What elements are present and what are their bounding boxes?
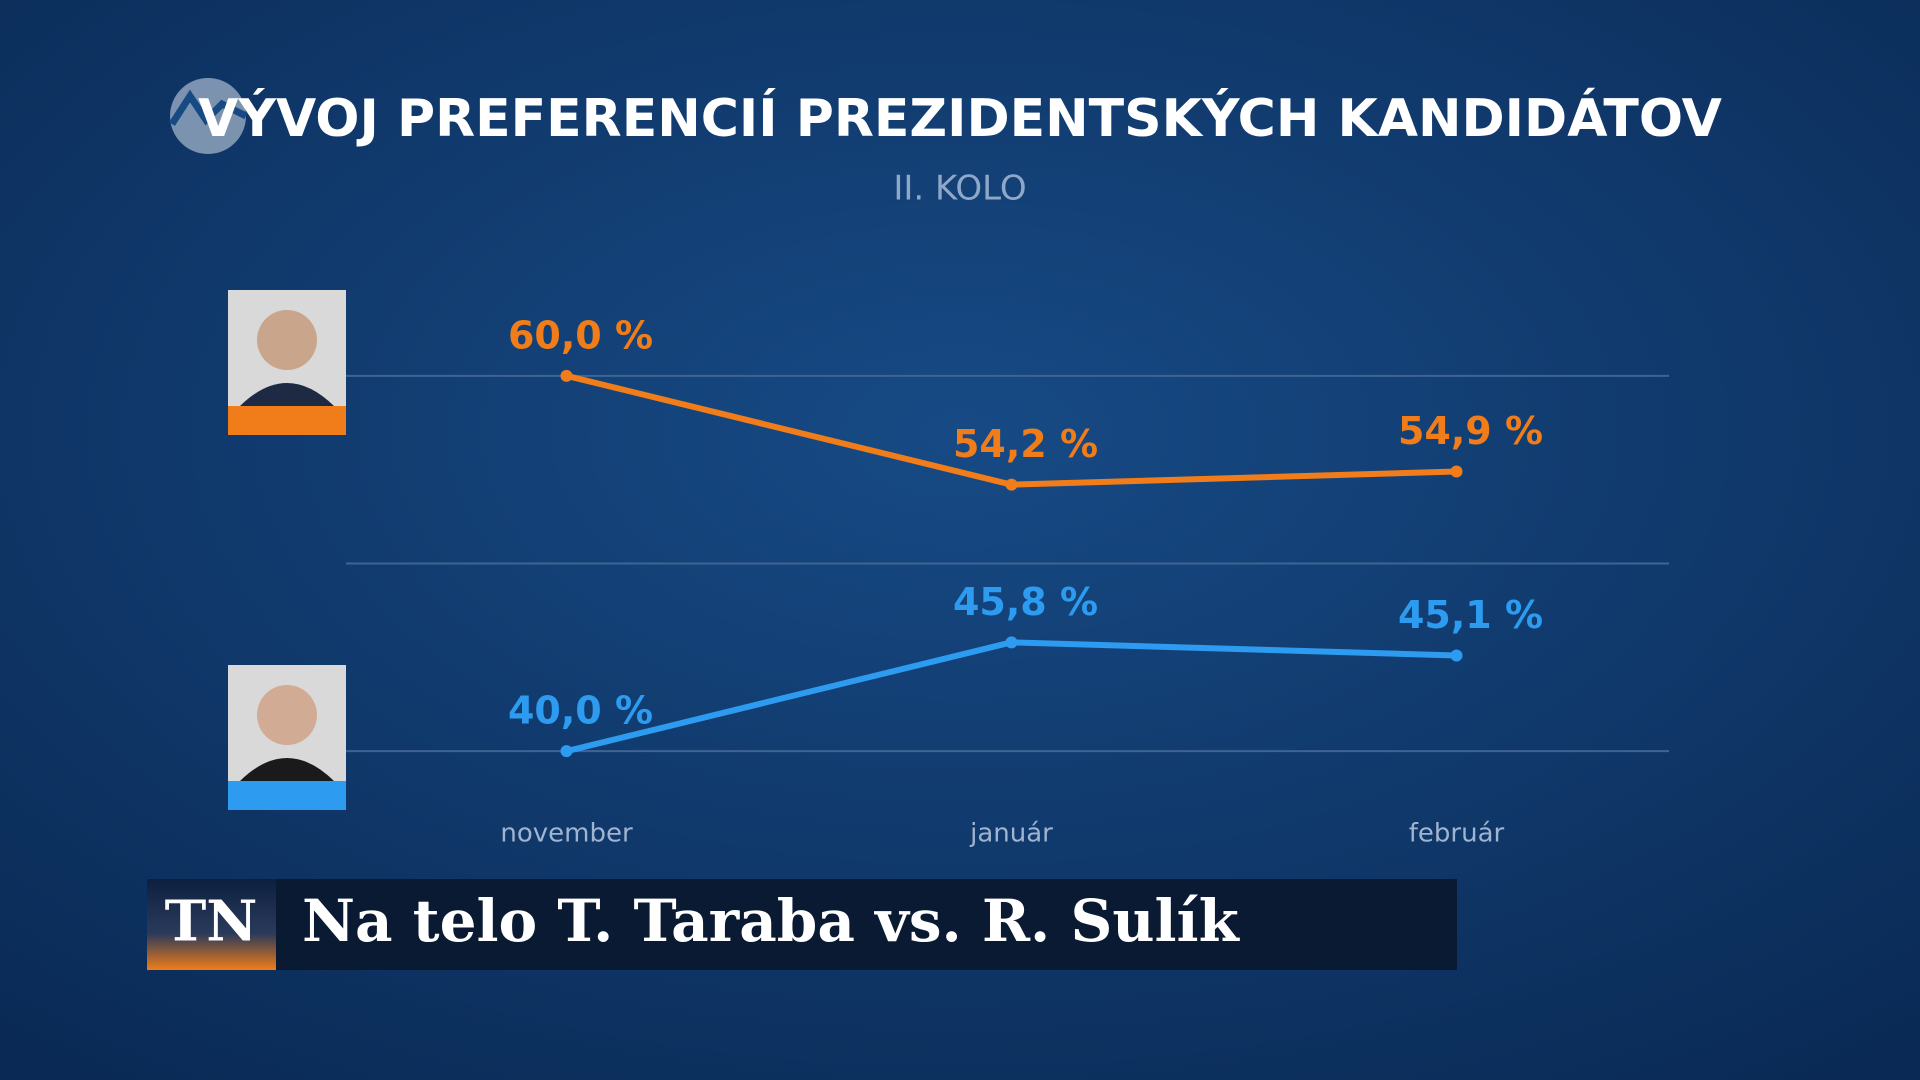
ticker-logo: TN <box>165 889 258 955</box>
data-label: 45,8 % <box>953 580 1098 624</box>
candidate-photo <box>228 665 346 810</box>
x-tick-label: november <box>500 819 633 849</box>
data-label: 45,1 % <box>1398 593 1543 637</box>
data-label: 60,0 % <box>508 313 653 357</box>
point <box>560 369 573 382</box>
candidate-photo <box>228 290 346 435</box>
chart-title: VÝVOJ PREFERENCIÍ PREZIDENTSKÝCH KANDIDÁ… <box>198 87 1722 149</box>
ticker: TN Na telo T. Taraba vs. R. Sulík <box>147 879 1457 970</box>
chart-subtitle: II. KOLO <box>893 169 1026 209</box>
ticker-logo-box <box>147 879 276 970</box>
logo <box>169 78 248 154</box>
ticker-text: Na telo T. Taraba vs. R. Sulík <box>302 887 1241 955</box>
point <box>1450 649 1463 662</box>
point <box>560 745 573 758</box>
x-tick-label: január <box>969 819 1053 849</box>
x-tick-label: február <box>1409 819 1505 849</box>
data-label: 54,2 % <box>953 422 1098 466</box>
plot: november január február 60,0 % 54,2 % 54,9 % 4… <box>346 313 1669 849</box>
data-label: 40,0 % <box>508 689 653 733</box>
point <box>1450 465 1463 478</box>
data-label: 54,9 % <box>1398 409 1543 453</box>
point <box>1005 478 1018 491</box>
point <box>1005 636 1018 649</box>
ticker-bar <box>147 879 1457 970</box>
